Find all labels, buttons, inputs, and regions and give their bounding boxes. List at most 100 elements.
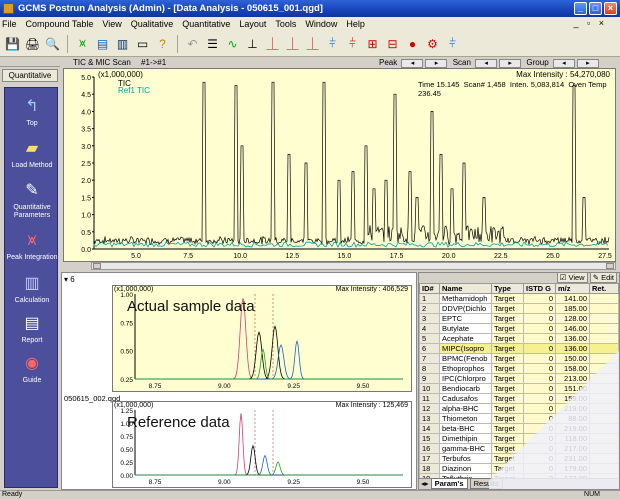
cell-name[interactable]: Dimethipin — [439, 433, 492, 444]
cell-id[interactable]: 6 — [419, 343, 440, 354]
cell-mz[interactable]: 158.00 — [555, 363, 590, 374]
menu-window[interactable]: Window — [305, 19, 338, 29]
sidebar-item-report[interactable]: ▤ Report — [21, 315, 43, 345]
menu-file[interactable]: File — [2, 19, 17, 29]
cell-ret[interactable] — [589, 463, 619, 474]
cell-mz[interactable]: 217.00 — [555, 443, 590, 454]
cell-name[interactable]: Butylate — [439, 323, 492, 334]
table-row[interactable]: 3 EPTC Target 0 128.00 — [419, 313, 619, 324]
table-row[interactable]: 6 MIPC(Isopro Target 0 136.00 — [419, 343, 619, 354]
cell-type[interactable]: Target — [491, 393, 524, 404]
cell-istd[interactable]: 0 — [523, 343, 556, 354]
cell-type[interactable]: Target — [491, 453, 524, 464]
menu-view[interactable]: View — [102, 19, 122, 29]
tic-scrollbar[interactable] — [91, 262, 616, 270]
cell-name[interactable]: Thiometon — [439, 413, 492, 424]
cell-id[interactable]: 1 — [419, 293, 440, 304]
scan-prev-button[interactable]: ◂ — [475, 59, 498, 68]
cell-ret[interactable] — [589, 373, 619, 384]
extra-icon[interactable]: ⫩ — [449, 36, 456, 50]
cell-ret[interactable] — [589, 383, 619, 394]
table-row[interactable]: 15 Dimethipin Target 0 118.00 — [419, 433, 619, 444]
peak-next-button[interactable]: ▸ — [425, 59, 448, 68]
cell-id[interactable]: 3 — [419, 313, 440, 324]
col-mz[interactable]: m/z — [555, 283, 590, 294]
cell-ret[interactable] — [589, 313, 619, 324]
table-row[interactable]: 7 BPMC(Fenob Target 0 150.00 — [419, 353, 619, 364]
cell-ret[interactable] — [589, 443, 619, 454]
cell-mz[interactable]: 159.00 — [555, 393, 590, 404]
cell-id[interactable]: 4 — [419, 323, 440, 334]
cell-mz[interactable]: 150.00 — [555, 353, 590, 364]
scan-next-button[interactable]: ▸ — [499, 59, 522, 68]
cell-id[interactable]: 10 — [419, 383, 440, 394]
compare-icon[interactable]: ⫩ — [349, 36, 356, 50]
cell-mz[interactable]: 88.00 — [555, 413, 590, 424]
table-row[interactable]: 11 Cadusafos Target 0 159.00 — [419, 393, 619, 404]
cell-id[interactable]: 9 — [419, 373, 440, 384]
cell-istd[interactable]: 0 — [523, 393, 556, 404]
close-button[interactable]: × — [604, 2, 617, 15]
cell-type[interactable]: Target — [491, 333, 524, 344]
menu-quantitative[interactable]: Quantitative — [182, 19, 231, 29]
cell-name[interactable]: Methamidoph — [439, 293, 492, 304]
menu-qualitative[interactable]: Qualitative — [130, 19, 174, 29]
view-button[interactable]: ☑ View — [556, 273, 588, 283]
cell-name[interactable]: EPTC — [439, 313, 492, 324]
cell-type[interactable]: Target — [491, 323, 524, 334]
spectrum2-icon[interactable]: ⫩ — [329, 36, 336, 50]
cell-name[interactable]: Bendiocarb — [439, 383, 492, 394]
tab-params[interactable]: Param's — [430, 478, 468, 489]
table-row[interactable]: 13 Thiometon Target 0 88.00 — [419, 413, 619, 424]
table-icon[interactable]: ▥ — [116, 36, 129, 51]
stop-icon[interactable]: ● — [408, 36, 417, 51]
cell-name[interactable]: beta-BHC — [439, 423, 492, 434]
cell-name[interactable]: alpha-BHC — [439, 403, 492, 414]
table-row[interactable]: 14 beta-BHC Target 0 219.00 — [419, 423, 619, 434]
table-row[interactable]: 16 gamma-BHC Target 0 217.00 — [419, 443, 619, 454]
cell-istd[interactable]: 0 — [523, 403, 556, 414]
cell-istd[interactable]: 0 — [523, 433, 556, 444]
chart-icon[interactable]: ∿ — [227, 36, 238, 51]
mdi-controls[interactable]: _ ▫ × — [573, 18, 607, 28]
cell-ret[interactable] — [589, 303, 619, 314]
cell-istd[interactable]: 0 — [523, 323, 556, 334]
report-icon[interactable]: ▤ — [96, 36, 109, 51]
group-icon[interactable]: ⊟ — [387, 36, 398, 51]
menu-layout[interactable]: Layout — [239, 19, 267, 29]
cell-name[interactable]: BPMC(Fenob — [439, 353, 492, 364]
cell-id[interactable]: 13 — [419, 413, 440, 424]
table-row[interactable]: 17 Terbufos Target 0 231.00 — [419, 453, 619, 464]
sidebar-item-top[interactable]: ↰ Top — [5, 96, 59, 128]
preview-icon[interactable]: 🔍 — [45, 36, 60, 51]
cell-type[interactable]: Target — [491, 313, 524, 324]
cell-type[interactable]: Target — [491, 373, 524, 384]
cell-id[interactable]: 12 — [419, 403, 440, 414]
cell-type[interactable]: Target — [491, 363, 524, 374]
col-id[interactable]: ID# — [419, 283, 440, 294]
cell-id[interactable]: 7 — [419, 353, 440, 364]
group-prev-button[interactable]: ◂ — [552, 59, 575, 68]
print-icon[interactable]: 🖨 — [24, 36, 41, 51]
cell-istd[interactable]: 0 — [523, 413, 556, 424]
minimize-button[interactable]: _ — [574, 2, 587, 15]
integrate-icon[interactable]: ⊥ — [247, 36, 258, 51]
table-row[interactable]: 10 Bendiocarb Target 0 151.00 — [419, 383, 619, 394]
cell-id[interactable]: 16 — [419, 443, 440, 454]
cell-istd[interactable]: 0 — [523, 463, 556, 474]
cell-mz[interactable]: 141.00 — [555, 293, 590, 304]
scroll-left-button[interactable] — [93, 263, 101, 269]
col-type[interactable]: Type — [491, 283, 524, 294]
cell-istd[interactable]: 0 — [523, 313, 556, 324]
undo-icon[interactable]: ↶ — [187, 36, 198, 51]
table-row[interactable]: 8 Ethoprophos Target 0 158.00 — [419, 363, 619, 374]
cell-name[interactable]: Diazinon — [439, 463, 492, 474]
cell-istd[interactable]: 0 — [523, 363, 556, 374]
cell-type[interactable]: Target — [491, 293, 524, 304]
cell-mz[interactable]: 185.00 — [555, 303, 590, 314]
cell-ret[interactable] — [589, 433, 619, 444]
sample-chromatogram-panel[interactable]: 1.00 0.75 0.50 0.25 8.75 9.00 9.25 9.50 (x1,000… — [112, 285, 412, 392]
cell-name[interactable]: MIPC(Isopro — [439, 343, 492, 354]
cell-id[interactable]: 8 — [419, 363, 440, 374]
cell-name[interactable]: Acephate — [439, 333, 492, 344]
